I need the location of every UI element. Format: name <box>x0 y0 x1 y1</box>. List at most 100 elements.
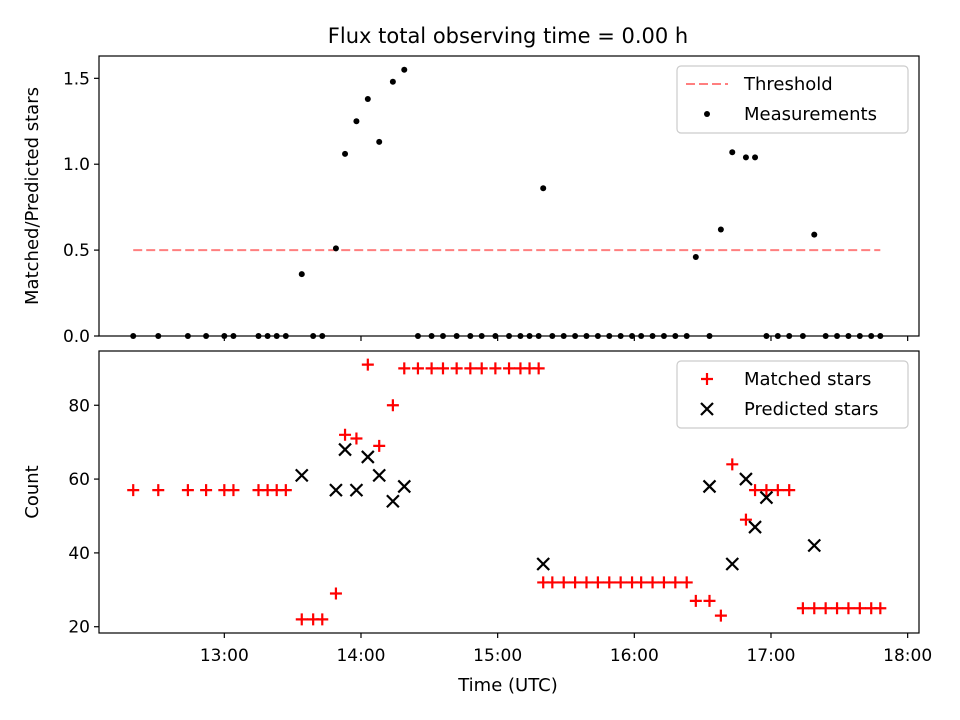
measurement-point <box>264 333 271 339</box>
matched-star-point <box>739 513 752 526</box>
measurement-point <box>155 333 162 339</box>
measurement-point <box>255 333 262 339</box>
x-tick-label: 14:00 <box>336 646 385 666</box>
matched-star-point <box>831 602 844 615</box>
x-tick-label: 16:00 <box>610 646 659 666</box>
legend-label: Matched stars <box>744 369 871 390</box>
measurement-point <box>467 333 474 339</box>
matched-star-point <box>361 358 374 371</box>
x-tick-label: 13:00 <box>200 646 249 666</box>
matched-star-point <box>546 576 559 589</box>
y-tick-label: 1.5 <box>63 69 90 89</box>
measurement-point <box>184 333 191 339</box>
measurement-point <box>606 333 613 339</box>
series-dot <box>130 66 884 339</box>
y-tick-label: 40 <box>68 544 90 564</box>
measurement-point <box>535 333 542 339</box>
series-x <box>294 442 822 571</box>
measurement-point <box>811 231 818 238</box>
measurement-point <box>638 333 645 339</box>
matched-star-point <box>152 484 165 497</box>
predicted-star-point <box>759 490 774 505</box>
measurement-point <box>342 150 349 157</box>
matched-star-point <box>475 362 488 375</box>
legend-box <box>676 360 909 429</box>
measurement-point <box>856 333 863 339</box>
measurement-point <box>364 95 371 102</box>
legend-label: Predicted stars <box>744 399 878 420</box>
matched-star-point <box>489 362 502 375</box>
measurement-point <box>298 271 305 278</box>
matched-star-point <box>227 484 240 497</box>
matched-star-point <box>580 576 593 589</box>
legend-label: Threshold <box>743 74 833 95</box>
predicted-star-point <box>294 468 309 483</box>
measurement-point <box>453 333 460 339</box>
measurement-point <box>868 333 875 339</box>
x-tick-label: 15:00 <box>473 646 522 666</box>
measurement-point <box>717 226 724 233</box>
bottom-plot-frame <box>98 350 920 634</box>
predicted-star-point <box>397 479 412 494</box>
measurement-point <box>517 333 524 339</box>
measurement-point <box>683 333 690 339</box>
matched-star-point <box>703 594 716 607</box>
matched-star-point <box>386 399 399 412</box>
matched-star-point <box>569 576 582 589</box>
measurement-point <box>822 333 829 339</box>
matched-star-point <box>657 576 670 589</box>
predicted-star-point <box>739 472 753 486</box>
measurement-point <box>799 333 806 339</box>
x-tick-label: 17:00 <box>746 646 795 666</box>
measurement-point <box>594 333 601 339</box>
measurement-point <box>752 154 759 161</box>
y-tick-label: 60 <box>68 470 90 490</box>
matched-star-point <box>842 602 855 615</box>
predicted-star-point <box>807 538 822 553</box>
matched-star-point <box>295 613 308 626</box>
measurement-point <box>540 185 547 192</box>
y-tick-label: 0.5 <box>63 241 90 261</box>
matched-star-point <box>680 576 693 589</box>
matched-star-point <box>591 576 604 589</box>
legend-box <box>676 65 909 134</box>
measurement-point <box>660 333 667 339</box>
measurement-point <box>319 333 326 339</box>
predicted-star-point <box>338 442 352 457</box>
matched-star-point <box>350 432 363 445</box>
measurement-point <box>729 149 736 156</box>
matched-star-point <box>425 362 438 375</box>
chart-title: Flux total observing time = 0.00 h <box>328 24 688 48</box>
matched-star-point <box>726 458 739 471</box>
measurement-point <box>221 333 228 339</box>
matched-star-point <box>329 587 342 600</box>
predicted-star-point <box>386 494 400 509</box>
series-plus <box>127 358 887 626</box>
y-axis-label: Matched/Predicted stars <box>22 87 43 305</box>
measurement-point <box>526 333 533 339</box>
matched-star-point <box>436 362 449 375</box>
measurement-point <box>692 253 699 260</box>
y-tick-label: 0.0 <box>63 327 90 347</box>
matched-star-point <box>819 602 832 615</box>
measurement-point <box>560 333 567 339</box>
predicted-star-point <box>725 557 740 571</box>
matched-star-point <box>714 609 727 622</box>
predicted-star-point <box>748 520 762 534</box>
measurement-point <box>414 333 421 339</box>
matched-star-point <box>181 484 194 497</box>
matched-star-point <box>783 484 796 497</box>
measurement-point <box>742 154 749 161</box>
matched-star-point <box>749 484 762 497</box>
measurement-point <box>834 333 841 339</box>
x-tick-label: 18:00 <box>883 646 932 666</box>
predicted-star-point <box>329 483 343 497</box>
predicted-star-point <box>372 468 386 483</box>
measurement-point <box>774 333 781 339</box>
measurement-point <box>332 245 339 252</box>
measurement-point <box>672 333 679 339</box>
matched-star-point <box>339 428 352 441</box>
matched-star-point <box>532 362 545 375</box>
measurement-point <box>629 333 636 339</box>
measurement-point <box>845 333 852 339</box>
